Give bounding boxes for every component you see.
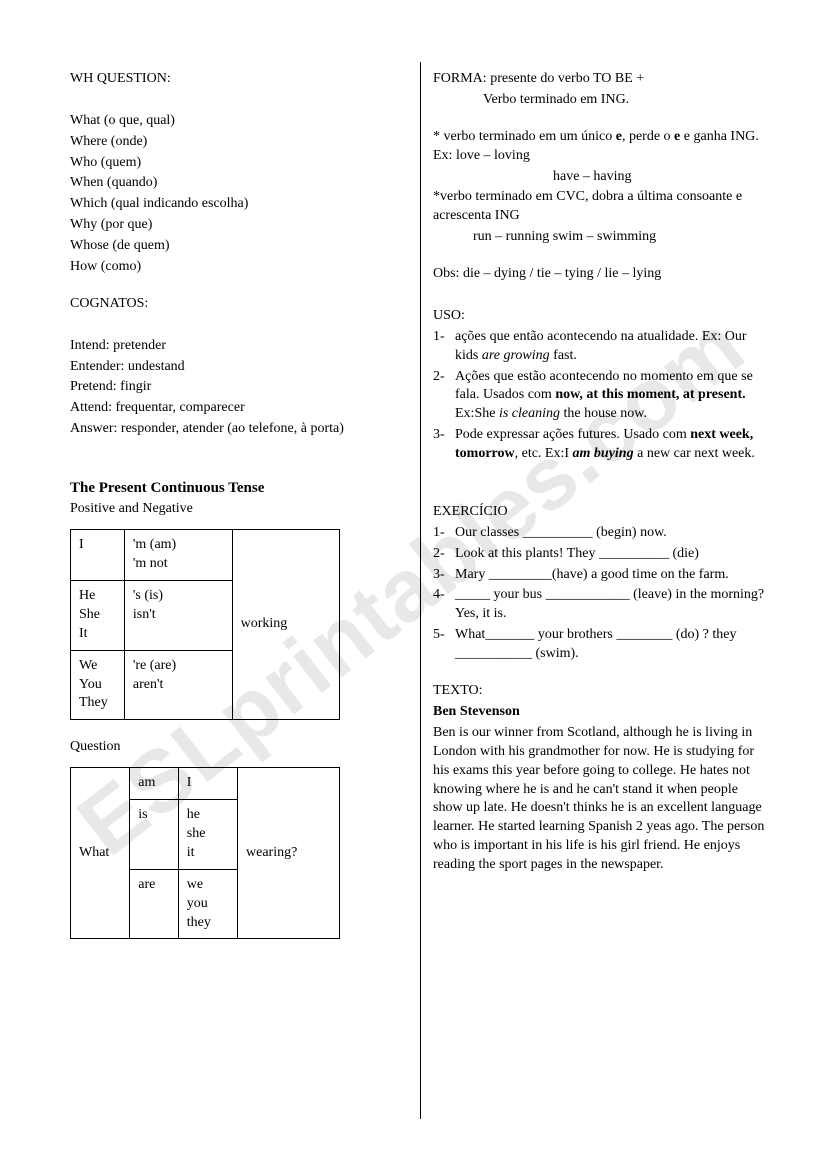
cognatos-list: Intend: pretender Entender: undestandPret… xyxy=(70,337,408,439)
uso-block: USO: 1- ações que então acontecendo na a… xyxy=(433,307,771,464)
rule1-ex2: have – having xyxy=(433,168,771,187)
wh-item: What (o que, qual) xyxy=(70,112,408,131)
exercicio-list: 1-Our classes __________ (begin) now. 2-L… xyxy=(433,524,771,664)
cell: I xyxy=(79,537,84,552)
cognato-item: Intend: pretender xyxy=(70,337,408,356)
wh-item: Which (qual indicando escolha) xyxy=(70,195,408,214)
posneg-table: I 'm (am) 'm not working He She It 's (i… xyxy=(70,529,340,720)
wh-item: When (quando) xyxy=(70,174,408,193)
cognatos-title: COGNATOS: xyxy=(70,295,408,314)
forma-text2: Verbo terminado em ING. xyxy=(433,91,771,110)
cell: She xyxy=(79,607,100,622)
texto-body: Ben is our winner from Scotland, althoug… xyxy=(433,724,771,875)
cognato-item: Answer: responder, atender (ao telefone,… xyxy=(70,420,408,439)
rules-block: * verbo terminado em um único e, perde o… xyxy=(433,128,771,247)
uso-item: 1- ações que então acontecendo na atuali… xyxy=(455,328,771,366)
wh-list: What (o que, qual) Where (onde) Who (quem)… xyxy=(70,112,408,277)
tense-title: The Present Continuous Tense xyxy=(70,478,408,498)
cell: They xyxy=(79,695,108,710)
uso-list: 1- ações que então acontecendo na atuali… xyxy=(433,328,771,464)
cell: it xyxy=(187,845,195,860)
wh-item: Who (quem) xyxy=(70,154,408,173)
cell: We xyxy=(79,658,97,673)
cell: aren't xyxy=(133,677,164,692)
cell: You xyxy=(79,677,102,692)
cognato-item: Attend: frequentar, comparecer xyxy=(70,399,408,418)
wh-item: How (como) xyxy=(70,258,408,277)
wh-item: Whose (de quem) xyxy=(70,237,408,256)
texto-title: Ben Stevenson xyxy=(433,703,771,722)
texto-block: TEXTO: Ben Stevenson Ben is our winner f… xyxy=(433,682,771,875)
cell: he xyxy=(187,807,200,822)
rule2: *verbo terminado em CVC, dobra a última … xyxy=(433,188,771,226)
exercicio-item: 1-Our classes __________ (begin) now. xyxy=(455,524,771,543)
cell: What xyxy=(79,845,109,860)
cell: we xyxy=(187,877,203,892)
wh-title: WH QUESTION: xyxy=(70,70,408,89)
exercicio-item: 2-Look at this plants! They __________ (… xyxy=(455,545,771,564)
cognato-item: Entender: undestand xyxy=(70,358,408,377)
cell: she xyxy=(187,826,206,841)
texto-label: TEXTO: xyxy=(433,682,771,701)
cell: am xyxy=(138,775,155,790)
forma-label: FORMA: xyxy=(433,71,487,86)
exercicio-title: EXERCÍCIO xyxy=(433,503,771,522)
obs: Obs: die – dying / tie – tying / lie – l… xyxy=(433,265,771,284)
wh-item: Why (por que) xyxy=(70,216,408,235)
cell: 're (are) xyxy=(133,658,176,673)
cell: 'm (am) xyxy=(133,537,176,552)
cell: I xyxy=(187,775,192,790)
page: WH QUESTION: What (o que, qual) Where (on… xyxy=(0,0,821,1169)
forma-text: presente do verbo TO BE + xyxy=(487,71,644,86)
cell: working xyxy=(241,616,288,631)
right-column: FORMA: presente do verbo TO BE + Verbo t… xyxy=(421,70,771,1119)
cell: you xyxy=(187,896,208,911)
cell: wearing? xyxy=(246,845,297,860)
cell: is xyxy=(138,807,147,822)
question-label: Question xyxy=(70,738,408,757)
exercicio-item: 3-Mary _________(have) a good time on th… xyxy=(455,566,771,585)
uso-item: 3- Pode expressar ações futures. Usado c… xyxy=(455,426,771,464)
exercicio-item: 4-_____ your bus ____________ (leave) in… xyxy=(455,586,771,624)
cell: isn't xyxy=(133,607,156,622)
wh-question-block: WH QUESTION: What (o que, qual) Where (on… xyxy=(70,70,408,277)
cell: they xyxy=(187,915,211,930)
cell: 'm not xyxy=(133,556,168,571)
uso-item: 2- Ações que estão acontecendo no moment… xyxy=(455,368,771,425)
cell: It xyxy=(79,626,88,641)
posneg-label: Positive and Negative xyxy=(70,500,408,519)
left-column: WH QUESTION: What (o que, qual) Where (on… xyxy=(70,70,420,1119)
cell: He xyxy=(79,588,95,603)
exercicio-item: 5-What_______ your brothers ________ (do… xyxy=(455,626,771,664)
cell: 's (is) xyxy=(133,588,163,603)
exercicio-block: EXERCÍCIO 1-Our classes __________ (begi… xyxy=(433,503,771,664)
rule1: * verbo terminado em um único e, perde o… xyxy=(433,128,771,166)
wh-item: Where (onde) xyxy=(70,133,408,152)
cell: are xyxy=(138,877,155,892)
forma-block: FORMA: presente do verbo TO BE + Verbo t… xyxy=(433,70,771,110)
cognatos-block: COGNATOS: Intend: pretender Entender: und… xyxy=(70,295,408,439)
question-table: What am I wearing? is he she it are xyxy=(70,767,340,939)
cognato-item: Pretend: fingir xyxy=(70,378,408,397)
uso-title: USO: xyxy=(433,307,771,326)
rule2-ex: run – running swim – swimming xyxy=(433,228,771,247)
